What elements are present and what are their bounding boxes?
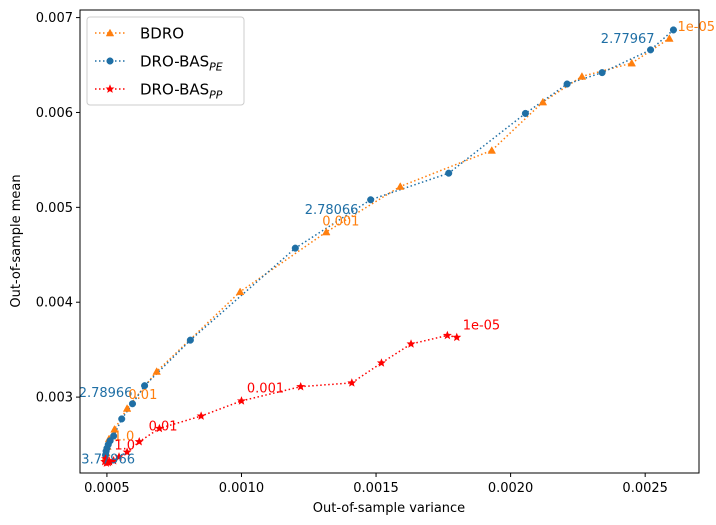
- annotation-label: 0.001: [322, 214, 359, 229]
- data-point: [134, 436, 144, 446]
- data-point: [406, 339, 416, 348]
- y-tick-label: 0.004: [36, 296, 73, 311]
- x-tick-label: 0.0010: [219, 481, 265, 496]
- data-point: [154, 423, 164, 433]
- y-tick-label: 0.005: [36, 201, 73, 216]
- series-line-dro-bas-pp: [103, 334, 457, 464]
- annotation-label: 1.0: [114, 438, 135, 453]
- annotation-label: 1e-05: [678, 20, 716, 35]
- y-tick-label: 0.003: [36, 391, 73, 406]
- data-point: [665, 34, 674, 42]
- plot-frame: [79, 9, 700, 474]
- data-point: [128, 400, 137, 408]
- y-tick-label: 0.007: [36, 11, 73, 26]
- data-point: [347, 378, 357, 387]
- data-point: [110, 425, 119, 433]
- data-point: [322, 227, 331, 236]
- annotation-label: 1.0: [114, 430, 135, 445]
- annotation-label: 0.001: [247, 381, 284, 396]
- data-point: [442, 330, 452, 340]
- data-point: [452, 332, 462, 342]
- annotation-label: 2.77967: [601, 32, 655, 47]
- data-point: [152, 367, 161, 375]
- data-point: [376, 358, 386, 367]
- data-point: [521, 109, 529, 117]
- data-point: [122, 447, 132, 456]
- data-point: [236, 396, 246, 405]
- data-point: [118, 415, 126, 423]
- legend: BDRO DRO-BASPE DRO-BASPP: [86, 16, 245, 106]
- data-point: [110, 432, 118, 440]
- data-point: [235, 287, 245, 296]
- data-point: [577, 72, 587, 80]
- legend-box: [86, 16, 245, 106]
- data-point: [563, 80, 571, 88]
- data-point: [122, 404, 132, 412]
- legend-marker: [105, 84, 115, 93]
- data-point: [114, 452, 124, 461]
- data-point: [367, 196, 375, 204]
- x-tick-label: 0.0020: [488, 481, 534, 496]
- series-line-dro-bas-pe: [104, 29, 674, 456]
- data-point: [538, 97, 548, 106]
- data-point: [647, 46, 655, 54]
- x-tick-label: 0.0005: [84, 481, 130, 496]
- legend-label: BDRO: [140, 25, 184, 43]
- annotation-label: 1e-05: [463, 319, 501, 334]
- data-point: [396, 182, 405, 190]
- data-point: [186, 336, 194, 344]
- x-tick-label: 0.0025: [622, 481, 668, 496]
- annotation-label: 2.78966: [79, 386, 133, 401]
- annotation-label: 0.01: [149, 419, 178, 434]
- data-point: [669, 26, 677, 34]
- y-tick-label: 0.006: [36, 106, 73, 121]
- annotation-label: 3.77966: [81, 453, 135, 468]
- annotation-label: 2.78066: [305, 203, 359, 218]
- data-point: [598, 69, 606, 77]
- x-axis-label: Out-of-sample variance: [313, 501, 465, 516]
- data-point: [141, 382, 149, 390]
- legend-label: DRO-BASPP: [140, 81, 223, 102]
- data-point: [291, 244, 299, 252]
- legend-marker: [106, 57, 114, 65]
- y-axis-label: Out-of-sample mean: [9, 174, 24, 307]
- annotation-label: 0.01: [128, 388, 157, 403]
- data-point: [627, 58, 636, 67]
- data-point: [109, 455, 119, 465]
- data-point: [445, 169, 453, 177]
- data-point: [487, 146, 496, 154]
- legend-label: DRO-BASPE: [140, 53, 223, 74]
- data-point: [106, 437, 114, 445]
- x-tick-label: 0.0015: [353, 481, 399, 496]
- legend-marker: [105, 28, 115, 37]
- data-point: [296, 381, 306, 391]
- data-point: [196, 411, 206, 420]
